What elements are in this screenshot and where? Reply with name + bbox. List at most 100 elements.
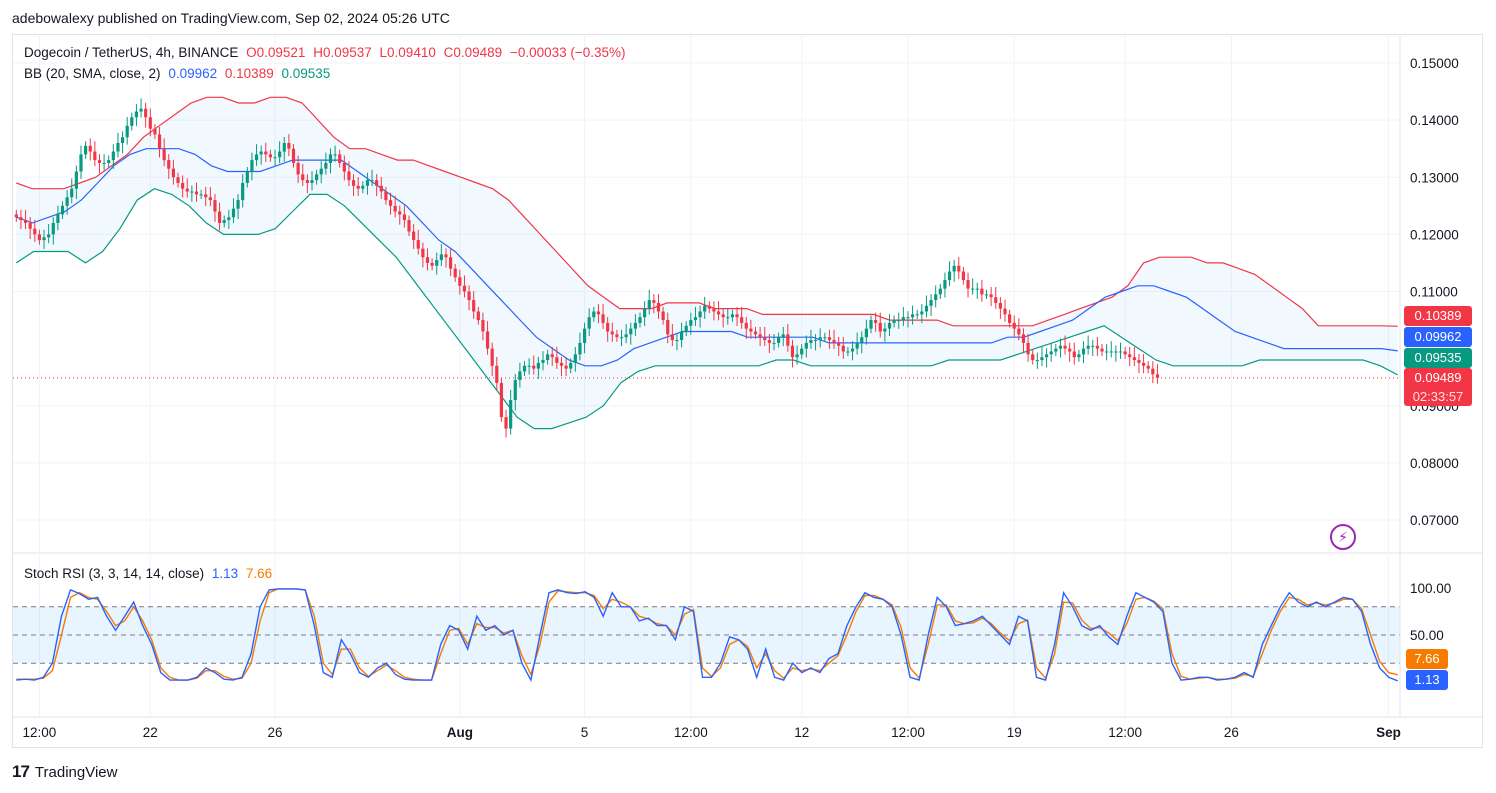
published-caption: adebowalexy published on TradingView.com… — [12, 10, 450, 26]
candle-body — [730, 314, 735, 318]
candle-body — [453, 268, 457, 278]
time-tick-label: 22 — [143, 725, 158, 740]
candle-body — [356, 185, 360, 189]
candle-body — [689, 320, 693, 326]
candle-body — [259, 151, 263, 155]
candle-body — [1091, 345, 1095, 347]
stoch-tick-label: 100.00 — [1410, 581, 1451, 596]
footer-brand[interactable]: 17 TradingView — [12, 762, 117, 782]
candle-body — [481, 320, 485, 332]
candle-body — [1049, 351, 1053, 355]
candle-body — [458, 277, 462, 286]
bb-basis-value: 0.09962 — [168, 66, 218, 81]
candle-body — [615, 334, 619, 338]
bb-label[interactable]: BB (20, SMA, close, 2) — [24, 66, 161, 81]
candle-body — [37, 234, 42, 241]
candle-body — [361, 185, 365, 189]
candle-body — [643, 308, 647, 318]
candle-body — [70, 188, 74, 198]
stoch-k-line — [16, 588, 1398, 683]
candle-body — [1081, 348, 1086, 355]
bb-upper-tag: 0.10389 — [1404, 306, 1472, 326]
candle-body — [448, 257, 453, 269]
stoch-k-value: 1.13 — [211, 566, 239, 581]
candle-body — [1040, 357, 1044, 361]
candle-body — [629, 328, 633, 335]
candle-body — [384, 191, 388, 201]
candle-body — [462, 285, 467, 292]
bb-lower-tag: 0.09535 — [1404, 348, 1472, 368]
candle-body — [679, 331, 684, 341]
bb-lower-value: 0.09535 — [281, 66, 331, 81]
candle-body — [703, 305, 707, 312]
time-tick-label: 12:00 — [1108, 725, 1142, 740]
candle-body — [315, 174, 319, 181]
stoch-d-tag: 7.66 — [1406, 649, 1448, 669]
candle-body — [93, 151, 97, 161]
candle-body — [532, 365, 536, 369]
symbol-title[interactable]: Dogecoin / TetherUS, 4h, BINANCE — [24, 45, 239, 60]
candle-body — [1008, 314, 1012, 323]
candle-body — [236, 200, 240, 209]
candle-body — [365, 180, 370, 186]
candle-body — [1114, 351, 1118, 353]
candle-body — [338, 154, 342, 163]
candle-body — [296, 162, 300, 175]
candle-body — [804, 342, 808, 349]
candle-body — [407, 220, 411, 232]
chart-frame — [12, 34, 1483, 748]
candle-body — [837, 342, 841, 346]
stoch-tick-label: 50.00 — [1410, 628, 1444, 643]
bar-countdown: 02:33:57 — [1412, 389, 1464, 404]
candle-body — [60, 205, 65, 215]
ohlc-close: C0.09489 — [443, 45, 503, 60]
candle-body — [264, 151, 268, 155]
candle-body — [971, 288, 975, 290]
candle-body — [758, 334, 762, 338]
price-tick-label: 0.08000 — [1410, 456, 1459, 471]
candle-body — [887, 322, 892, 329]
candle-body — [111, 151, 115, 161]
candle-body — [998, 302, 1002, 309]
candle-body — [864, 328, 868, 338]
candle-body — [846, 351, 850, 353]
candle-body — [84, 145, 88, 155]
candle-body — [1072, 351, 1076, 358]
candle-body — [1077, 354, 1081, 358]
candle-body — [181, 182, 185, 189]
bb-upper-value: 0.10389 — [224, 66, 274, 81]
candle-body — [485, 331, 490, 349]
candle-body — [1109, 351, 1113, 353]
candle-body — [278, 151, 282, 158]
stoch-legend: Stoch RSI (3, 3, 14, 14, close) 1.13 7.6… — [24, 566, 276, 581]
candle-body — [130, 117, 134, 126]
bb-basis-tag: 0.09962 — [1404, 327, 1472, 347]
candle-body — [14, 214, 18, 218]
bb-band-fill — [16, 97, 1398, 429]
candle-body — [989, 294, 993, 298]
candle-body — [1146, 365, 1150, 369]
candle-body — [606, 322, 610, 332]
candle-body — [1058, 345, 1063, 349]
candle-body — [176, 177, 180, 183]
stoch-label[interactable]: Stoch RSI (3, 3, 14, 14, close) — [24, 566, 205, 581]
candle-body — [994, 297, 998, 303]
candle-body — [416, 240, 420, 249]
candle-body — [624, 334, 628, 338]
candle-body — [647, 300, 651, 309]
candle-body — [268, 154, 273, 158]
lightning-icon[interactable]: ⚡ — [1330, 524, 1356, 550]
candle-body — [1137, 360, 1141, 363]
candle-body — [504, 417, 508, 429]
candle-body — [777, 337, 781, 343]
candle-body — [430, 262, 434, 266]
stoch-k-tag: 1.13 — [1406, 670, 1448, 690]
candle-body — [351, 180, 356, 186]
candle-body — [656, 302, 661, 312]
time-tick-label: 26 — [268, 725, 283, 740]
candle-body — [217, 211, 222, 223]
candle-body — [120, 137, 125, 143]
candle-body — [88, 145, 92, 152]
candle-body — [786, 334, 790, 346]
